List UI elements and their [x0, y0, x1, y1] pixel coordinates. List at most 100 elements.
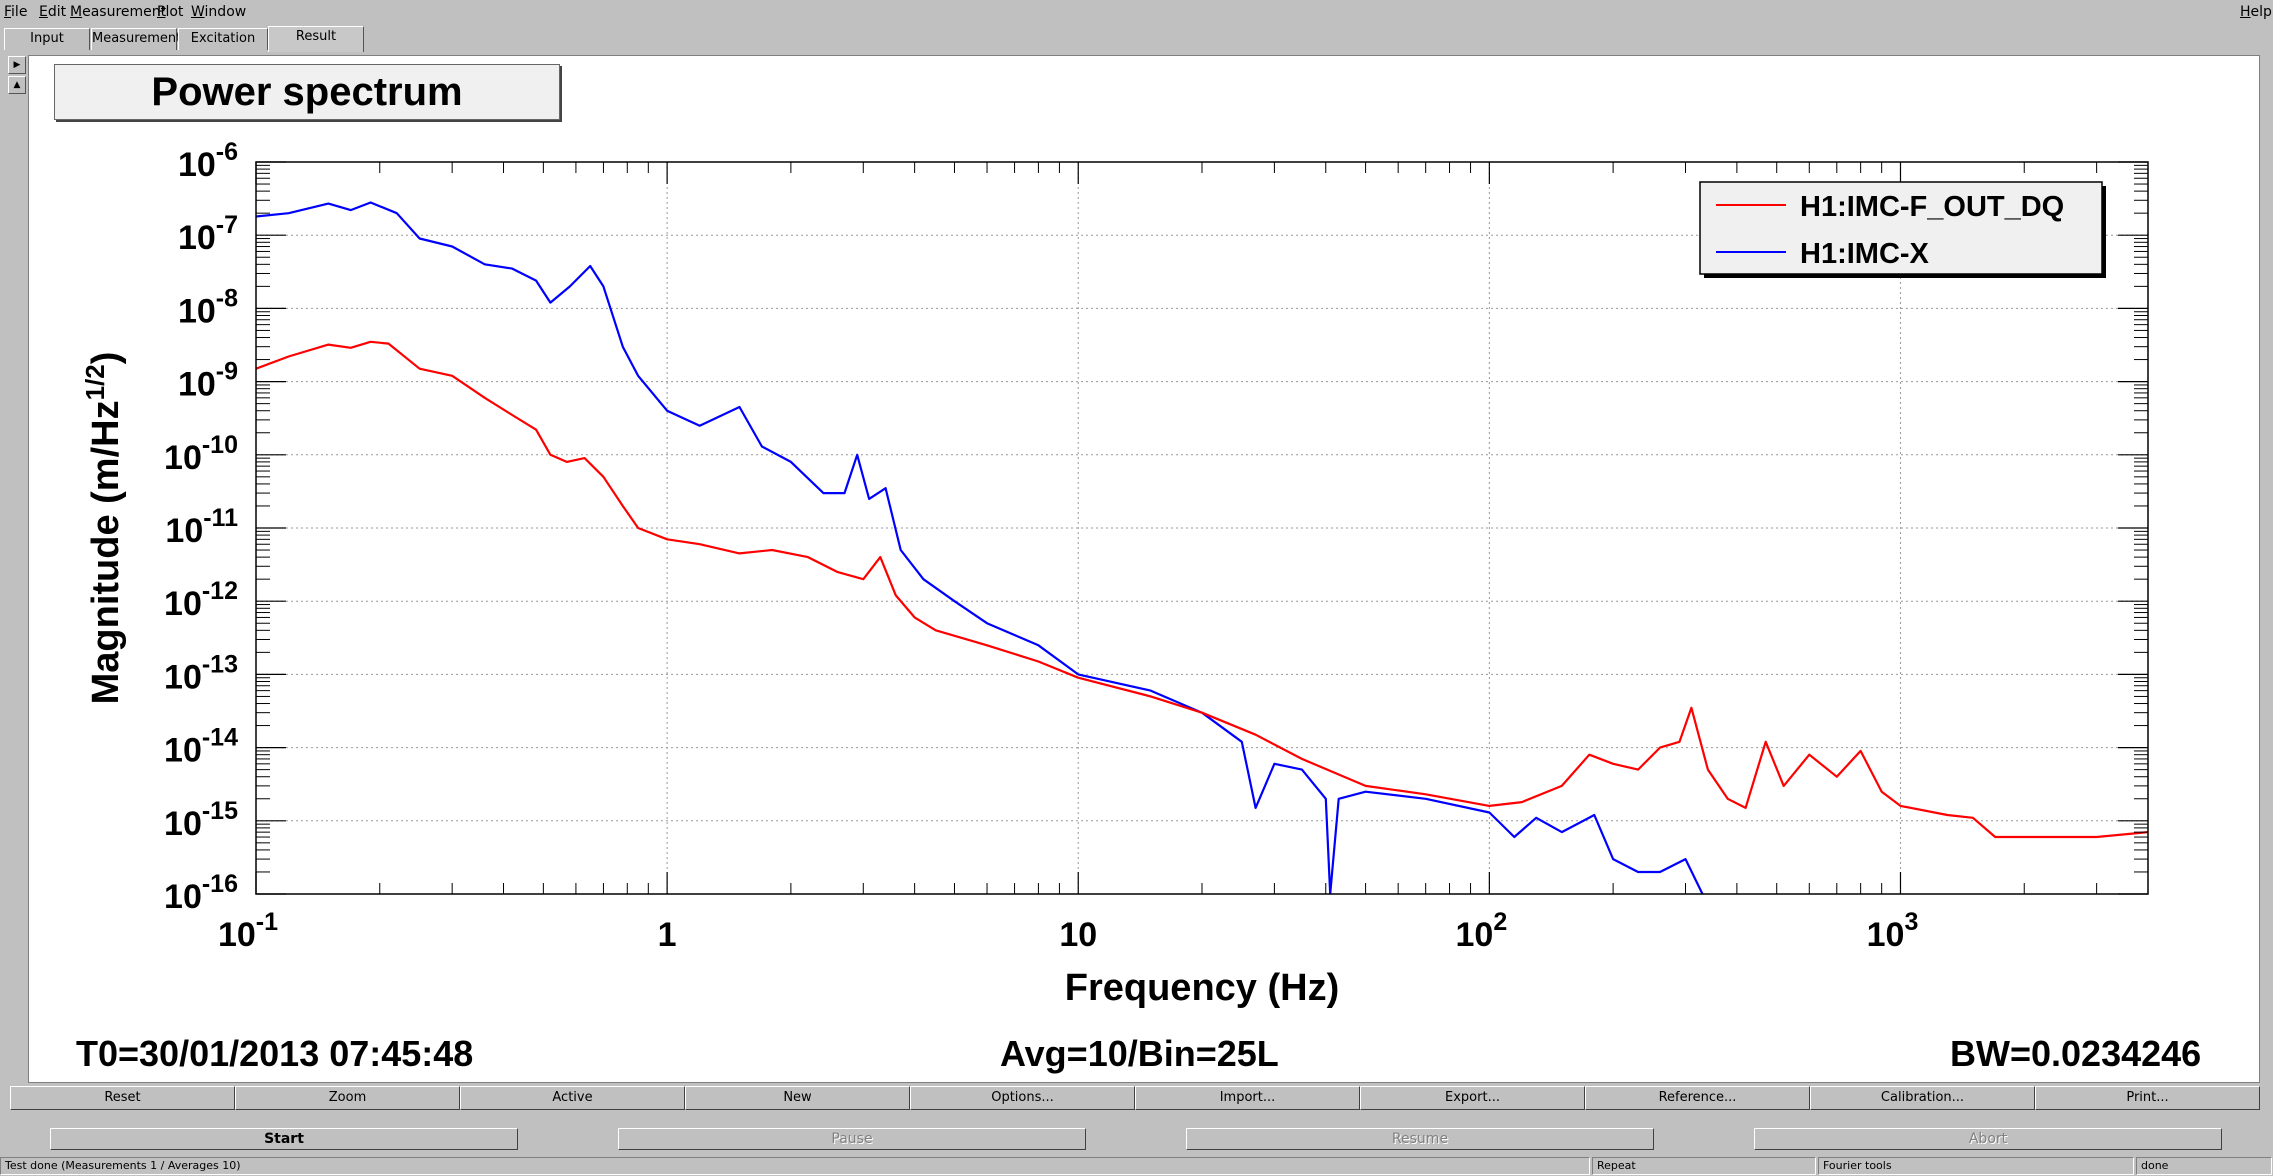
- chart-ticks: [255, 161, 2149, 895]
- menu-file-mnemonic: F: [4, 4, 12, 20]
- y-tick-exponent: -11: [203, 504, 238, 532]
- triangle-up-icon[interactable]: ▲: [8, 76, 26, 94]
- y-tick-base: 10: [164, 585, 202, 623]
- print-button[interactable]: Print...: [2035, 1086, 2260, 1110]
- x-tick-base: 10: [1059, 916, 1097, 954]
- y-tick-exponent: -13: [202, 650, 238, 678]
- y-tick-exponent: -12: [202, 577, 238, 605]
- menu-plot-label: lot: [165, 4, 184, 20]
- menu-window[interactable]: Window: [191, 4, 246, 20]
- zoom-button[interactable]: Zoom: [235, 1086, 460, 1110]
- y-tick-exponent: -14: [202, 724, 238, 752]
- status-tool: Fourier tools: [1818, 1157, 2134, 1175]
- y-tick-exponent: -8: [216, 284, 238, 312]
- legend-label-imc-x: H1:IMC-X: [1800, 238, 1930, 270]
- start-button[interactable]: Start: [50, 1128, 518, 1150]
- y-tick-exponent: -6: [216, 138, 238, 166]
- reset-button[interactable]: Reset: [10, 1086, 235, 1110]
- menu-plot-mnemonic: P: [157, 4, 166, 20]
- menu-help-mnemonic: H: [2240, 4, 2251, 20]
- menu-measurement[interactable]: Measurement: [70, 4, 166, 20]
- resume-button[interactable]: Resume: [1186, 1128, 1654, 1150]
- x-tick-exponent: 2: [1493, 908, 1507, 936]
- y-tick-base: 10: [178, 219, 216, 257]
- menu-window-mnemonic: W: [191, 4, 205, 20]
- status-repeat: Repeat: [1592, 1157, 1816, 1175]
- y-tick-base: 10: [178, 146, 216, 184]
- triangle-right-icon[interactable]: ▶: [8, 56, 26, 74]
- menu-plot[interactable]: Plot: [157, 4, 183, 20]
- legend-label-f-out: H1:IMC-F_OUT_DQ: [1800, 191, 2064, 223]
- legend-box: [1699, 181, 2103, 275]
- menu-file-label: ile: [11, 4, 28, 20]
- y-tick-label: 10-10: [164, 431, 238, 477]
- active-button[interactable]: Active: [460, 1086, 685, 1110]
- options-button[interactable]: Options...: [910, 1086, 1135, 1110]
- y-tick-base: 10: [164, 805, 202, 843]
- tab-measurement[interactable]: Measurement: [91, 28, 181, 50]
- plot-title: Power spectrum: [54, 64, 560, 120]
- y-tick-exponent: -7: [216, 211, 238, 239]
- x-axis-label: Frequency (Hz): [1065, 967, 1339, 1009]
- status-state: done: [2136, 1157, 2272, 1175]
- x-tick-base: 10: [1455, 916, 1493, 954]
- legend: H1:IMC-F_OUT_DQ H1:IMC-X: [1699, 181, 2106, 278]
- new-button[interactable]: New: [685, 1086, 910, 1110]
- y-axis-label: Magnitude (m/Hz1/2): [80, 352, 127, 705]
- menu-help[interactable]: Help: [2240, 4, 2272, 20]
- series-line-imc-x: [256, 201, 1704, 894]
- y-tick-base: 10: [165, 512, 203, 550]
- tab-excitation[interactable]: Excitation: [178, 28, 268, 50]
- export-button[interactable]: Export...: [1360, 1086, 1585, 1110]
- x-tick-label: 102: [1455, 908, 1507, 954]
- pause-button[interactable]: Pause: [618, 1128, 1086, 1150]
- menu-measurement-mnemonic: M: [70, 4, 83, 20]
- tab-input[interactable]: Input: [4, 28, 90, 50]
- control-row: Start Pause Resume Abort: [0, 1124, 2273, 1154]
- x-tick-exponent: -1: [256, 908, 278, 936]
- x-tick-exponent: 3: [1904, 908, 1918, 936]
- status-bar: Test done (Measurements 1 / Averages 10)…: [0, 1156, 2273, 1176]
- series-line-f-out-dq: [256, 340, 2148, 839]
- bandwidth-label: BW=0.0234246: [1950, 1033, 2202, 1074]
- y-axis-label-sup: 1/2: [80, 364, 110, 400]
- tab-bar: Input Measurement Excitation Result: [0, 26, 2273, 52]
- x-tick-label: 10: [1059, 916, 1097, 954]
- y-axis-label-close: ): [85, 352, 127, 365]
- import-button[interactable]: Import...: [1135, 1086, 1360, 1110]
- y-tick-label: 10-11: [165, 504, 238, 550]
- y-tick-label: 10-12: [164, 577, 238, 623]
- plot-button-row: Reset Zoom Active New Options... Import.…: [10, 1086, 2260, 1110]
- y-axis-label-main: Magnitude (m/Hz: [85, 400, 127, 704]
- menu-edit-mnemonic: E: [39, 4, 48, 20]
- abort-button[interactable]: Abort: [1754, 1128, 2222, 1150]
- chart-series: [256, 201, 2148, 894]
- menu-bar: File Edit Measurement Plot Window Help: [0, 0, 2273, 24]
- y-tick-label: 10-15: [164, 797, 238, 843]
- reference-button[interactable]: Reference...: [1585, 1086, 1810, 1110]
- y-tick-base: 10: [178, 292, 216, 330]
- tab-result[interactable]: Result: [268, 26, 364, 52]
- y-tick-label: 10-9: [178, 358, 238, 404]
- y-tick-label: 10-6: [178, 138, 238, 184]
- menu-measurement-label: easurement: [82, 4, 167, 20]
- calibration-button[interactable]: Calibration...: [1810, 1086, 2035, 1110]
- menu-edit[interactable]: Edit: [39, 4, 66, 20]
- menu-file[interactable]: File: [4, 4, 27, 20]
- x-tick-label: 103: [1867, 908, 1919, 954]
- menu-help-label: elp: [2250, 4, 2272, 20]
- x-tick-base: 10: [1867, 916, 1905, 954]
- y-tick-base: 10: [164, 439, 202, 477]
- y-tick-exponent: -9: [216, 358, 238, 386]
- y-tick-exponent: -16: [202, 870, 238, 898]
- y-tick-base: 10: [178, 366, 216, 404]
- y-tick-labels: 10-610-710-810-910-1010-1110-1210-1310-1…: [164, 138, 238, 916]
- y-tick-label: 10-16: [164, 870, 238, 916]
- x-tick-base: 10: [218, 916, 256, 954]
- x-tick-labels: 10-1 1 10 102 103: [218, 908, 1918, 954]
- menu-window-label: indow: [204, 4, 247, 20]
- y-tick-base: 10: [164, 658, 202, 696]
- x-tick-label: 1: [658, 916, 677, 954]
- y-tick-base: 10: [164, 732, 202, 770]
